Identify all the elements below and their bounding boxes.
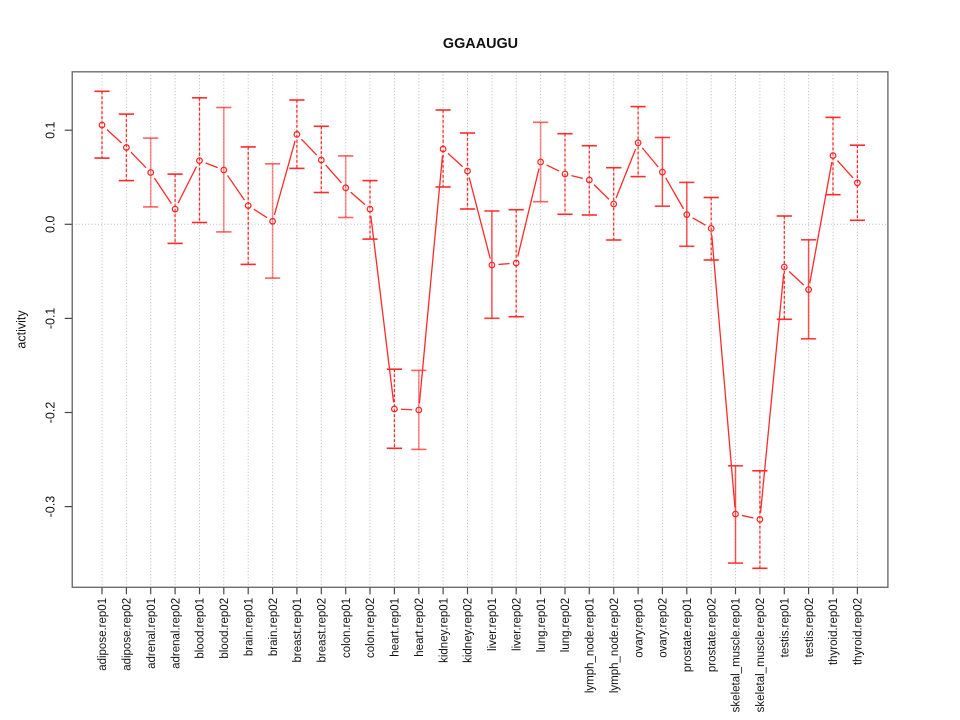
svg-text:adrenal.rep01: adrenal.rep01 xyxy=(146,598,158,669)
svg-text:adrenal.rep02: adrenal.rep02 xyxy=(170,598,182,669)
svg-text:ovary.rep02: ovary.rep02 xyxy=(658,598,670,658)
svg-text:lymph_node.rep02: lymph_node.rep02 xyxy=(609,598,621,693)
svg-text:0.0: 0.0 xyxy=(44,216,58,233)
svg-text:breast.rep01: breast.rep01 xyxy=(292,598,304,663)
svg-text:colon.rep02: colon.rep02 xyxy=(365,598,377,658)
svg-text:prostate.rep02: prostate.rep02 xyxy=(706,598,718,672)
svg-text:lymph_node.rep01: lymph_node.rep01 xyxy=(585,598,597,693)
svg-text:adipose.rep02: adipose.rep02 xyxy=(122,598,134,671)
svg-text:blood.rep01: blood.rep01 xyxy=(195,598,207,659)
svg-text:skeletal_muscle.rep01: skeletal_muscle.rep01 xyxy=(731,598,743,712)
svg-text:testis.rep01: testis.rep01 xyxy=(780,598,792,657)
svg-text:-0.2: -0.2 xyxy=(44,402,58,424)
svg-text:kidney.rep02: kidney.rep02 xyxy=(463,598,475,663)
svg-text:activity: activity xyxy=(15,310,29,349)
svg-text:thyroid.rep01: thyroid.rep01 xyxy=(828,598,840,665)
svg-text:liver.rep01: liver.rep01 xyxy=(487,598,499,651)
svg-text:thyroid.rep02: thyroid.rep02 xyxy=(853,598,865,665)
svg-text:testis.rep02: testis.rep02 xyxy=(804,598,816,657)
svg-text:lung.rep02: lung.rep02 xyxy=(560,598,572,652)
svg-text:lung.rep01: lung.rep01 xyxy=(536,598,548,652)
svg-text:liver.rep02: liver.rep02 xyxy=(511,598,523,651)
svg-text:ovary.rep01: ovary.rep01 xyxy=(633,598,645,658)
svg-text:kidney.rep01: kidney.rep01 xyxy=(438,598,450,663)
svg-text:heart.rep02: heart.rep02 xyxy=(414,598,426,657)
svg-text:skeletal_muscle.rep02: skeletal_muscle.rep02 xyxy=(755,598,767,712)
svg-text:breast.rep02: breast.rep02 xyxy=(317,598,329,663)
svg-text:blood.rep02: blood.rep02 xyxy=(219,598,231,659)
svg-text:GGAAUGU: GGAAUGU xyxy=(443,36,518,52)
svg-text:-0.1: -0.1 xyxy=(44,308,58,330)
svg-text:-0.3: -0.3 xyxy=(44,496,58,518)
svg-text:prostate.rep01: prostate.rep01 xyxy=(682,598,694,672)
svg-text:colon.rep01: colon.rep01 xyxy=(341,598,353,658)
svg-text:adipose.rep01: adipose.rep01 xyxy=(97,598,109,671)
svg-text:brain.rep02: brain.rep02 xyxy=(268,598,280,656)
svg-text:brain.rep01: brain.rep01 xyxy=(243,598,255,656)
svg-text:heart.rep01: heart.rep01 xyxy=(390,598,402,657)
svg-text:0.1: 0.1 xyxy=(44,121,58,138)
